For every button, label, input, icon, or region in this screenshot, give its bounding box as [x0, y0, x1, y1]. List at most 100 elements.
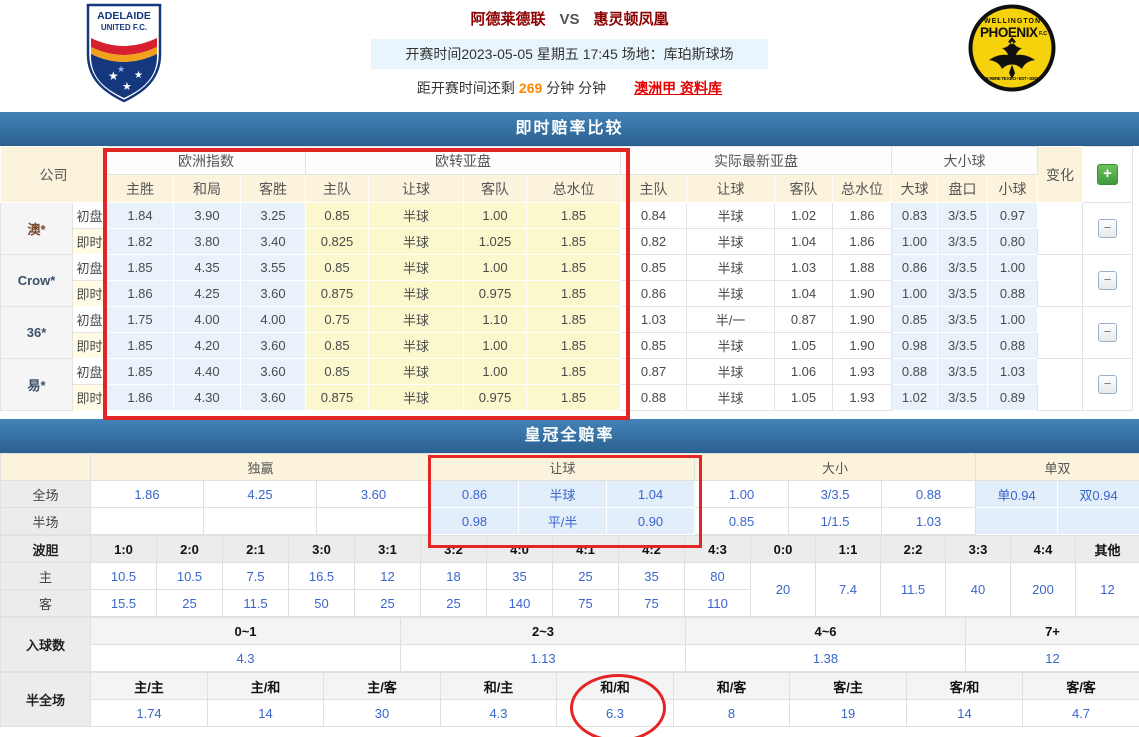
- odds-value[interactable]: 单0.94: [975, 480, 1059, 508]
- odds-value[interactable]: 1.85: [526, 280, 621, 307]
- odds-value[interactable]: 半球: [368, 332, 464, 359]
- odds-value[interactable]: 3/3.5: [788, 480, 883, 508]
- odds-value[interactable]: 12: [965, 644, 1139, 672]
- bookmaker-name[interactable]: 易*: [0, 358, 73, 411]
- odds-value[interactable]: 3.60: [240, 332, 306, 359]
- odds-value[interactable]: 12: [354, 562, 421, 590]
- odds-value[interactable]: 1.75: [106, 306, 174, 333]
- odds-value[interactable]: 0.90: [606, 507, 696, 535]
- odds-value[interactable]: 4.25: [203, 480, 317, 508]
- odds-value[interactable]: 8: [673, 699, 790, 727]
- odds-value[interactable]: 10.5: [156, 562, 223, 590]
- odds-value[interactable]: 4.35: [173, 254, 241, 281]
- odds-value[interactable]: 1.03: [620, 306, 687, 333]
- remove-bookmaker-button[interactable]: −: [1098, 375, 1118, 394]
- odds-value[interactable]: 4.3: [440, 699, 557, 727]
- odds-value[interactable]: 0.85: [305, 202, 369, 229]
- odds-value[interactable]: 1.00: [986, 254, 1039, 281]
- odds-value[interactable]: 25: [354, 589, 421, 617]
- odds-value[interactable]: 1.86: [106, 280, 174, 307]
- odds-value[interactable]: 0.88: [620, 384, 687, 411]
- odds-value[interactable]: 11.5: [222, 589, 289, 617]
- odds-value[interactable]: 80: [684, 562, 751, 590]
- odds-value[interactable]: 3/3.5: [937, 202, 988, 229]
- odds-value[interactable]: 1.02: [891, 384, 938, 411]
- odds-value[interactable]: 200: [1010, 562, 1076, 617]
- odds-value[interactable]: 1.85: [526, 202, 621, 229]
- odds-value[interactable]: 3.25: [240, 202, 306, 229]
- odds-value[interactable]: 14: [906, 699, 1023, 727]
- odds-value[interactable]: 1.85: [526, 332, 621, 359]
- odds-value[interactable]: 20: [750, 562, 816, 617]
- odds-value[interactable]: 0.85: [305, 332, 369, 359]
- odds-value[interactable]: 3/3.5: [937, 280, 988, 307]
- odds-value[interactable]: 3/3.5: [937, 306, 988, 333]
- odds-value[interactable]: 半球: [368, 202, 464, 229]
- odds-value[interactable]: 0.85: [694, 507, 790, 535]
- odds-value[interactable]: 1.05: [774, 332, 833, 359]
- odds-value[interactable]: 0.85: [620, 332, 687, 359]
- odds-value[interactable]: 半球: [368, 280, 464, 307]
- odds-value[interactable]: 1.05: [774, 384, 833, 411]
- odds-value[interactable]: 1.00: [463, 332, 527, 359]
- odds-value[interactable]: 4.30: [173, 384, 241, 411]
- odds-value[interactable]: 1.86: [90, 480, 204, 508]
- odds-value[interactable]: 1.93: [832, 384, 892, 411]
- odds-value[interactable]: 0.85: [305, 254, 369, 281]
- odds-value[interactable]: 11.5: [880, 562, 946, 617]
- odds-value[interactable]: 1.00: [463, 202, 527, 229]
- odds-value[interactable]: 半球: [368, 306, 464, 333]
- odds-value[interactable]: 1.38: [685, 644, 966, 672]
- odds-value[interactable]: 0.875: [305, 280, 369, 307]
- odds-value[interactable]: 1.85: [526, 384, 621, 411]
- odds-value[interactable]: 1.86: [106, 384, 174, 411]
- odds-value[interactable]: 1.86: [832, 228, 892, 255]
- odds-value[interactable]: 半球: [686, 228, 775, 255]
- odds-value[interactable]: 1.00: [986, 306, 1039, 333]
- odds-value[interactable]: 1.04: [774, 228, 833, 255]
- odds-value[interactable]: 6.3: [556, 699, 674, 727]
- odds-value[interactable]: 双0.94: [1057, 480, 1139, 508]
- odds-value[interactable]: 15.5: [90, 589, 157, 617]
- odds-value[interactable]: 0.88: [986, 280, 1039, 307]
- odds-value[interactable]: 半球: [686, 202, 775, 229]
- odds-value[interactable]: 1.85: [526, 358, 621, 385]
- odds-value[interactable]: 75: [552, 589, 619, 617]
- odds-value[interactable]: 7.4: [815, 562, 881, 617]
- odds-value[interactable]: 3/3.5: [937, 358, 988, 385]
- odds-value[interactable]: 1.85: [106, 358, 174, 385]
- odds-value[interactable]: 半/一: [686, 306, 775, 333]
- odds-value[interactable]: 3.60: [240, 280, 306, 307]
- odds-value[interactable]: 1.04: [774, 280, 833, 307]
- odds-value[interactable]: 3/3.5: [937, 254, 988, 281]
- odds-value[interactable]: 1.00: [891, 280, 938, 307]
- odds-value[interactable]: 3.90: [173, 202, 241, 229]
- odds-value[interactable]: 3.60: [240, 358, 306, 385]
- odds-value[interactable]: 1.10: [463, 306, 527, 333]
- odds-value[interactable]: 半球: [518, 480, 608, 508]
- odds-value[interactable]: 25: [552, 562, 619, 590]
- odds-value[interactable]: 1.025: [463, 228, 527, 255]
- odds-value[interactable]: 1.03: [774, 254, 833, 281]
- odds-value[interactable]: 0.88: [891, 358, 938, 385]
- bookmaker-name[interactable]: 36*: [0, 306, 73, 359]
- odds-value[interactable]: 半球: [368, 358, 464, 385]
- odds-value[interactable]: 4.00: [240, 306, 306, 333]
- odds-value[interactable]: 35: [486, 562, 553, 590]
- odds-value[interactable]: 4.7: [1022, 699, 1139, 727]
- odds-value[interactable]: 16.5: [288, 562, 355, 590]
- odds-value[interactable]: 1.82: [106, 228, 174, 255]
- odds-value[interactable]: 0.83: [891, 202, 938, 229]
- odds-value[interactable]: 14: [207, 699, 324, 727]
- odds-value[interactable]: 半球: [368, 254, 464, 281]
- odds-value[interactable]: 1.90: [832, 280, 892, 307]
- odds-value[interactable]: 1.84: [106, 202, 174, 229]
- odds-value[interactable]: 0.97: [986, 202, 1039, 229]
- odds-value[interactable]: 3/3.5: [937, 332, 988, 359]
- odds-value[interactable]: 140: [486, 589, 553, 617]
- odds-value[interactable]: 0.88: [881, 480, 977, 508]
- bookmaker-name[interactable]: Crow*: [0, 254, 73, 307]
- odds-value[interactable]: 1/1.5: [788, 507, 883, 535]
- odds-value[interactable]: 40: [945, 562, 1011, 617]
- odds-value[interactable]: 半球: [686, 280, 775, 307]
